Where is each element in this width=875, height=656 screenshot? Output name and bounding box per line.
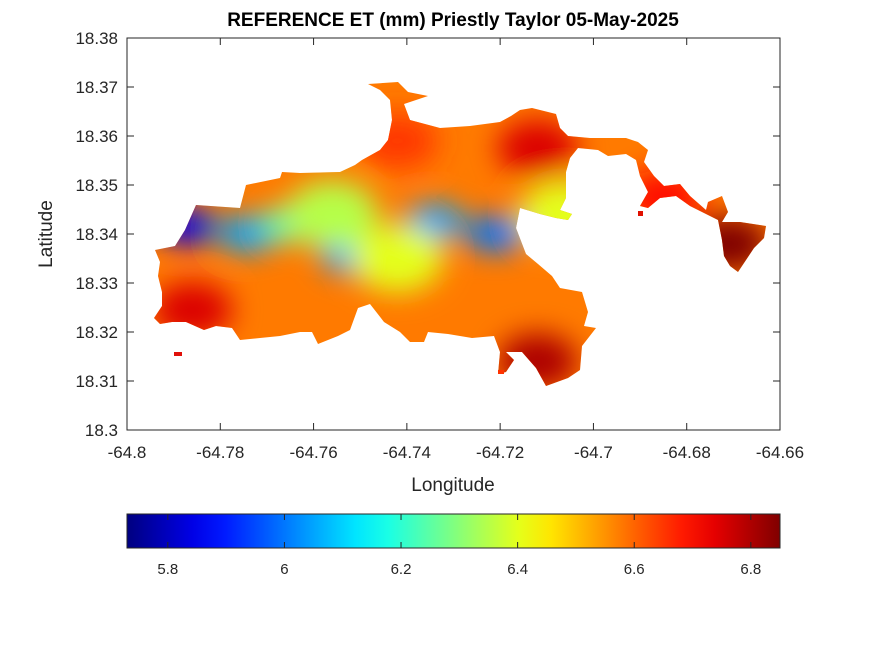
colorbar-tick-label: 5.8	[157, 561, 178, 578]
x-tick-label: -64.76	[289, 443, 337, 462]
y-tick-label: 18.32	[75, 323, 118, 342]
x-tick-label: -64.68	[663, 443, 711, 462]
y-axis-label: Latitude	[36, 200, 57, 268]
islet-east	[638, 211, 643, 216]
colorbar	[126, 513, 781, 549]
colorbar-tick-label: 6	[280, 561, 288, 578]
heatmap-sample-4	[465, 216, 526, 252]
x-tick-label: -64.7	[574, 443, 613, 462]
islet-west	[174, 352, 182, 356]
y-tick-label: 18.36	[75, 127, 118, 146]
y-tick-label: 18.35	[75, 176, 118, 195]
y-tick-label: 18.37	[75, 78, 118, 97]
x-tick-label: -64.78	[196, 443, 244, 462]
x-tick-label: -64.66	[756, 443, 804, 462]
y-tick-label: 18.34	[75, 225, 118, 244]
colorbar-ticks: 5.8 6 6.2 6.4 6.6 6.8	[157, 514, 761, 578]
heatmap-sample-7	[286, 180, 379, 249]
y-tick-label: 18.33	[75, 274, 118, 293]
heatmap-sample-6	[351, 224, 444, 293]
islets	[174, 211, 643, 374]
x-axis: -64.8 -64.78 -64.76 -64.74 -64.72 -64.7 -64.68…	[108, 38, 804, 462]
y-tick-label: 18.3	[85, 421, 118, 440]
x-axis-label: Longitude	[411, 475, 494, 496]
x-tick-label: -64.72	[476, 443, 524, 462]
chart-title: REFERENCE ET (mm) Priestly Taylor 05-May…	[227, 10, 679, 31]
islet-south	[498, 370, 504, 374]
colorbar-tick-label: 6.6	[624, 561, 645, 578]
y-axis: 18.3 18.31 18.32 18.33 18.34 18.35 18.36 18.37 1…	[75, 29, 780, 440]
heatmap-sample-10	[497, 120, 578, 177]
colorbar-tick-label: 6.4	[507, 561, 528, 578]
colorbar-tick-label: 6.2	[391, 561, 412, 578]
x-tick-label: -64.8	[108, 443, 147, 462]
x-tick-label: -64.74	[383, 443, 431, 462]
y-tick-label: 18.31	[75, 372, 118, 391]
y-tick-label: 18.38	[75, 29, 118, 48]
colorbar-tick-label: 6.8	[740, 561, 761, 578]
